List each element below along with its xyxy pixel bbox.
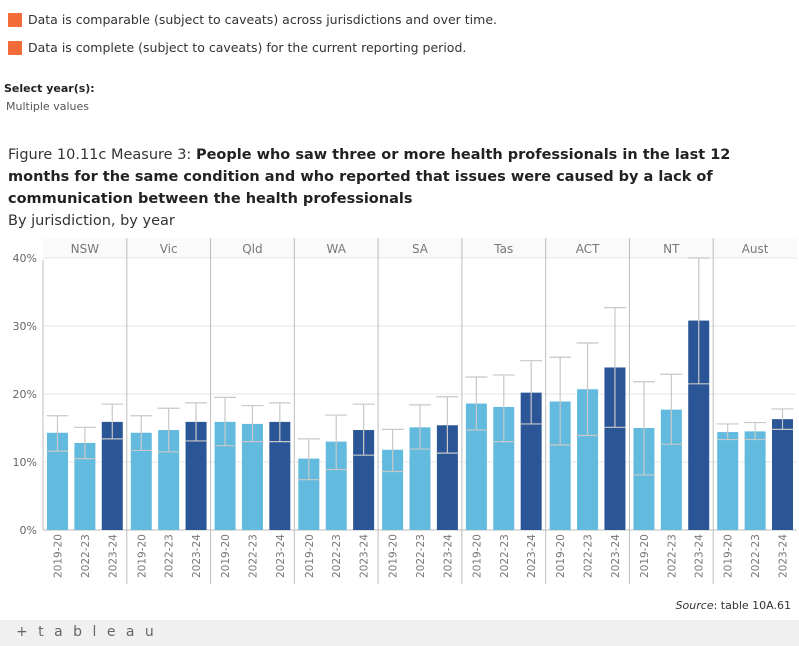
panel-label-nt: NT bbox=[663, 242, 680, 256]
x-tick-label: 2019-20 bbox=[555, 534, 567, 578]
bar-nt-2019-20 bbox=[633, 428, 655, 530]
x-tick-label: 2023-24 bbox=[359, 534, 371, 578]
bar-tas-2023-24 bbox=[520, 392, 542, 530]
figure-main-title: People who saw three or more health prof… bbox=[8, 147, 731, 207]
x-tick-label: 2019-20 bbox=[388, 534, 400, 578]
orange-square-icon bbox=[8, 12, 22, 27]
bar-sa-2019-20 bbox=[382, 449, 404, 530]
bar-tas-2019-20 bbox=[465, 403, 487, 530]
x-tick-label: 2023-24 bbox=[107, 534, 119, 578]
panel-label-nsw: NSW bbox=[71, 242, 100, 256]
panel-label-act: ACT bbox=[576, 242, 600, 256]
panel-label-qld: Qld bbox=[242, 242, 262, 256]
x-tick-label: 2022-23 bbox=[415, 534, 427, 578]
x-tick-label: 2019-20 bbox=[220, 534, 232, 578]
bar-aust-2023-24 bbox=[772, 419, 793, 530]
bar-tas-2022-23 bbox=[493, 406, 515, 530]
bar-nsw-2022-23 bbox=[74, 442, 96, 530]
bar-qld-2022-23 bbox=[241, 423, 263, 530]
x-tick-label: 2019-20 bbox=[639, 534, 651, 578]
orange-square-icon bbox=[8, 40, 22, 55]
figure-title: Figure 10.11c Measure 3: People who saw … bbox=[8, 144, 788, 232]
bar-vic-2019-20 bbox=[130, 432, 152, 530]
figure-prefix: Figure 10.11c Measure 3: bbox=[8, 147, 196, 163]
panel-header-band bbox=[43, 238, 797, 258]
x-tick-label: 2019-20 bbox=[723, 534, 735, 578]
x-tick-label: 2022-23 bbox=[80, 534, 92, 578]
panel-label-sa: SA bbox=[412, 242, 429, 256]
legend-complete: Data is complete (subject to caveats) fo… bbox=[8, 40, 466, 55]
x-tick-label: 2019-20 bbox=[304, 534, 316, 578]
y-tick-label: 40% bbox=[13, 252, 37, 265]
x-tick-label: 2022-23 bbox=[331, 534, 343, 578]
bar-aust-2022-23 bbox=[744, 431, 766, 530]
x-tick-label: 2019-20 bbox=[471, 534, 483, 578]
source-text: : table 10A.61 bbox=[713, 599, 791, 612]
x-tick-label: 2019-20 bbox=[53, 534, 65, 578]
source-label: Source bbox=[675, 599, 714, 612]
bar-act-2019-20 bbox=[549, 401, 571, 530]
bar-wa-2019-20 bbox=[298, 458, 320, 530]
bar-nsw-2023-24 bbox=[101, 421, 123, 530]
year-filter-title: Select year(s): bbox=[4, 82, 95, 95]
x-tick-label: 2023-24 bbox=[778, 534, 790, 578]
x-tick-label: 2023-24 bbox=[526, 534, 538, 578]
y-tick-label: 0% bbox=[20, 524, 37, 537]
x-tick-label: 2022-23 bbox=[583, 534, 595, 578]
bar-chart: 0% 10% 20% 30% 40% NSW 2019-20 2022-23 2023-24 Vi… bbox=[13, 238, 797, 584]
x-tick-label: 2023-24 bbox=[694, 534, 706, 578]
x-tick-label: 2023-24 bbox=[442, 534, 454, 578]
bar-act-2022-23 bbox=[577, 389, 599, 530]
x-tick-label: 2023-24 bbox=[275, 534, 287, 578]
legend-complete-text: Data is complete (subject to caveats) fo… bbox=[28, 40, 467, 55]
figure-subtitle: By jurisdiction, by year bbox=[8, 213, 175, 229]
bar-vic-2023-24 bbox=[185, 421, 207, 530]
bar-sa-2023-24 bbox=[436, 425, 458, 530]
x-tick-label: 2022-23 bbox=[750, 534, 762, 578]
y-tick-label: 20% bbox=[13, 388, 37, 401]
bar-vic-2022-23 bbox=[158, 430, 180, 530]
x-tick-label: 2023-24 bbox=[610, 534, 622, 578]
bar-nt-2022-23 bbox=[660, 409, 682, 530]
x-tick-label: 2019-20 bbox=[136, 534, 148, 578]
panel-label-aust: Aust bbox=[742, 242, 769, 256]
panel-label-vic: Vic bbox=[160, 242, 178, 256]
tableau-footer: + t a b l e a u bbox=[0, 620, 799, 646]
x-tick-label: 2022-23 bbox=[499, 534, 511, 578]
legend-comparable-text: Data is comparable (subject to caveats) … bbox=[28, 12, 497, 27]
bar-nt-2023-24 bbox=[688, 320, 710, 530]
source-note: Source: table 10A.61 bbox=[676, 599, 791, 612]
bar-sa-2022-23 bbox=[409, 427, 431, 530]
year-filter-value[interactable]: Multiple values bbox=[6, 100, 89, 113]
x-tick-label: 2022-23 bbox=[164, 534, 176, 578]
x-tick-label: 2022-23 bbox=[666, 534, 678, 578]
panel-label-tas: Tas bbox=[493, 242, 513, 256]
bar-act-2023-24 bbox=[604, 367, 626, 530]
x-tick-label: 2023-24 bbox=[191, 534, 203, 578]
bar-qld-2019-20 bbox=[214, 421, 236, 530]
tableau-logo-icon[interactable]: + t a b l e a u bbox=[16, 624, 157, 640]
y-tick-label: 30% bbox=[13, 320, 37, 333]
x-tick-label: 2022-23 bbox=[247, 534, 259, 578]
bar-wa-2022-23 bbox=[325, 441, 347, 530]
legend-comparable: Data is comparable (subject to caveats) … bbox=[8, 12, 497, 27]
bar-qld-2023-24 bbox=[269, 421, 291, 530]
bar-nsw-2019-20 bbox=[47, 432, 68, 530]
bar-aust-2019-20 bbox=[717, 432, 739, 530]
y-tick-label: 10% bbox=[13, 456, 37, 469]
panel-label-wa: WA bbox=[327, 242, 347, 256]
